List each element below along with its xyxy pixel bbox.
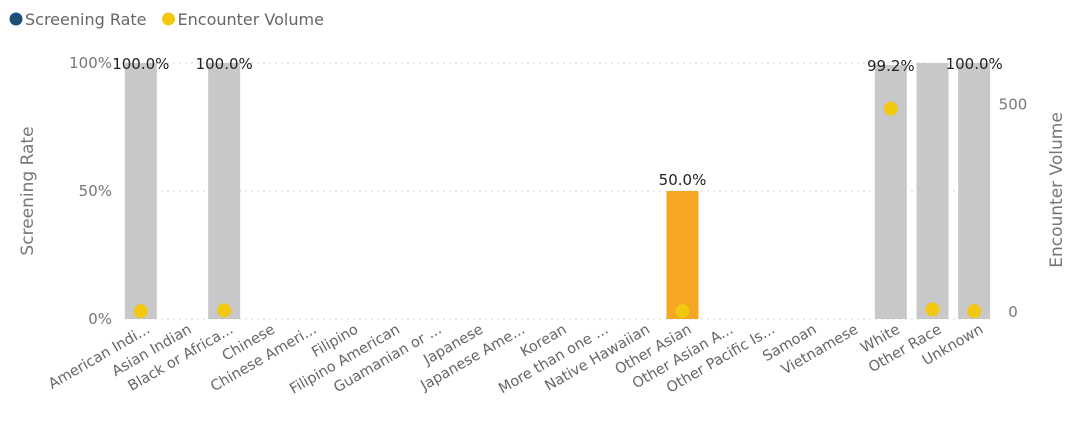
gridlines bbox=[125, 62, 990, 320]
data-label-2: 100.0% bbox=[196, 55, 253, 73]
data-label-0: 100.0% bbox=[112, 55, 169, 73]
legend-marker-1 bbox=[162, 12, 176, 26]
data-labels: 100.0% 100.0% 50.0% 99.2% 100.0% bbox=[112, 55, 1003, 189]
bar-20[interactable] bbox=[958, 63, 991, 319]
data-label-13: 50.0% bbox=[659, 171, 707, 189]
dot-0[interactable] bbox=[133, 304, 148, 319]
y2-tick-label: 500 bbox=[999, 96, 1028, 114]
bar-13[interactable] bbox=[666, 191, 699, 319]
legend-marker-0 bbox=[9, 12, 23, 26]
y-axis-title: Screening Rate bbox=[18, 126, 38, 255]
y-tick-label: 50% bbox=[79, 182, 112, 200]
y2-axis-title: Encounter Volume bbox=[1047, 112, 1067, 268]
y-axis-left: 0% 50% 100% bbox=[69, 54, 112, 328]
bar-2[interactable] bbox=[208, 63, 241, 319]
legend: Screening Rate Encounter Volume bbox=[9, 10, 324, 29]
legend-label-0[interactable]: Screening Rate bbox=[25, 10, 147, 29]
scatter-series bbox=[133, 101, 982, 319]
dot-18[interactable] bbox=[883, 101, 898, 116]
y-tick-label: 0% bbox=[88, 310, 112, 328]
data-label-20: 100.0% bbox=[946, 55, 1003, 73]
bar-series bbox=[124, 63, 991, 319]
dot-2[interactable] bbox=[217, 303, 232, 318]
bar-0[interactable] bbox=[124, 63, 157, 319]
dot-20[interactable] bbox=[967, 304, 982, 319]
dot-13[interactable] bbox=[675, 304, 690, 319]
legend-label-1[interactable]: Encounter Volume bbox=[178, 10, 324, 29]
y-axis-right: 0 500 bbox=[999, 96, 1028, 322]
data-label-18: 99.2% bbox=[867, 57, 915, 75]
y-tick-label: 100% bbox=[69, 54, 112, 72]
bar-19[interactable] bbox=[916, 63, 949, 319]
y2-tick-label: 0 bbox=[1008, 303, 1018, 321]
dot-19[interactable] bbox=[925, 302, 940, 317]
